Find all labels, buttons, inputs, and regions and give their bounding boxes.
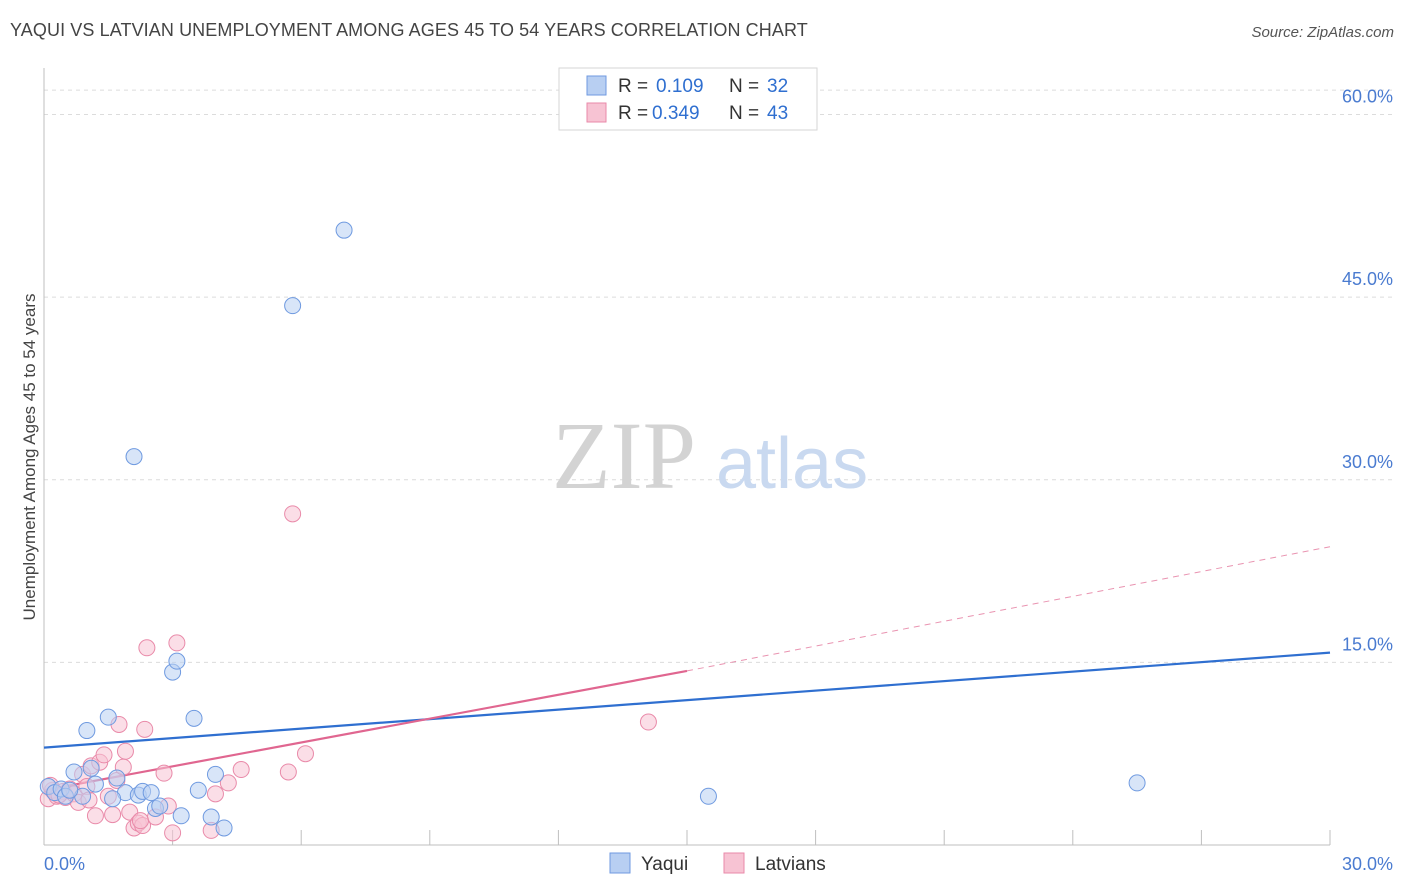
bottom-legend-label-latvians: Latvians [755,854,826,875]
bottom-legend-swatch-yaqui [609,852,631,874]
data-point-latvians [104,806,122,824]
legend-n-value-yaqui: 32 [767,76,788,97]
data-point-yaqui [168,652,186,670]
data-point-yaqui [104,790,122,808]
trend-lines [43,546,1331,792]
y-tick-label: 30.0% [1342,452,1393,472]
trend-line-yaqui [43,651,1331,749]
legend-r-value-latvians: 0.349 [652,103,700,124]
data-point-yaqui [142,784,160,802]
watermark-zip: ZIP [552,402,696,509]
data-point-latvians [284,505,302,523]
data-point-latvians [206,785,224,803]
bottom-legend-swatch-latvians [723,852,745,874]
bottom-legend-label-yaqui: Yaqui [641,854,688,875]
data-point-latvians [138,639,156,657]
chart-title: YAQUI VS LATVIAN UNEMPLOYMENT AMONG AGES… [10,20,808,40]
legend-swatch-latvians [586,102,607,123]
data-point-yaqui [86,775,104,793]
data-point-latvians [155,764,173,782]
data-point-latvians [86,807,104,825]
data-point-yaqui [99,708,117,726]
data-point-yaqui [284,297,302,315]
x-tick-label: 30.0% [1342,854,1393,874]
data-point-yaqui [125,448,143,466]
legend-r-label-latvians: R = [618,103,648,124]
y-tick-label: 15.0% [1342,634,1393,654]
data-point-latvians [95,746,113,764]
data-point-yaqui [108,769,126,787]
x-tick-label: 0.0% [44,854,85,874]
data-point-latvians [639,713,657,731]
data-point-latvians [131,812,149,830]
y-tick-label: 60.0% [1342,87,1393,107]
data-point-yaqui [78,722,96,740]
source-credit: Source: ZipAtlas.com [1251,24,1394,41]
data-point-latvians [136,720,154,738]
data-point-latvians [232,761,250,779]
y-tick-label: 45.0% [1342,269,1393,289]
data-point-yaqui [1128,774,1146,792]
trend-line-latvians-extension [686,546,1331,672]
y-axis-label: Unemployment Among Ages 45 to 54 years [20,294,39,621]
data-point-latvians [164,824,182,842]
legend-n-label-yaqui: N = [729,76,759,97]
data-point-yaqui [202,808,220,826]
data-point-yaqui [189,781,207,799]
data-point-yaqui [61,781,79,799]
data-point-yaqui [699,787,717,805]
data-point-yaqui [151,797,169,815]
data-point-latvians [168,634,186,652]
bottom-legend: Yaqui Latvians [609,852,826,875]
data-point-latvians [279,763,297,781]
data-point-yaqui [206,765,224,783]
data-point-yaqui [65,763,83,781]
data-point-latvians [116,742,134,760]
data-point-yaqui [185,709,203,727]
data-point-yaqui [335,221,353,239]
data-point-yaqui [82,759,100,777]
legend-r-label-yaqui: R = [618,76,648,97]
legend-r-value-yaqui: 0.109 [656,76,704,97]
legend-n-label-latvians: N = [729,103,759,124]
data-point-yaqui [172,807,190,825]
data-point-latvians [296,745,314,763]
grid-lines [44,89,1394,663]
legend-n-value-latvians: 43 [767,103,788,124]
watermark-atlas: atlas [716,424,868,504]
axes [43,68,1331,846]
trend-line-latvians [43,669,688,792]
data-points [39,221,1146,842]
data-point-latvians [219,774,237,792]
legend-swatch-yaqui [586,75,607,96]
tick-labels: 15.0% 30.0% 45.0% 60.0% 0.0% 30.0% [44,87,1393,874]
legend-box: R = 0.109 N = 32 R = 0.349 N = 43 [558,67,818,131]
data-point-yaqui [215,819,233,837]
